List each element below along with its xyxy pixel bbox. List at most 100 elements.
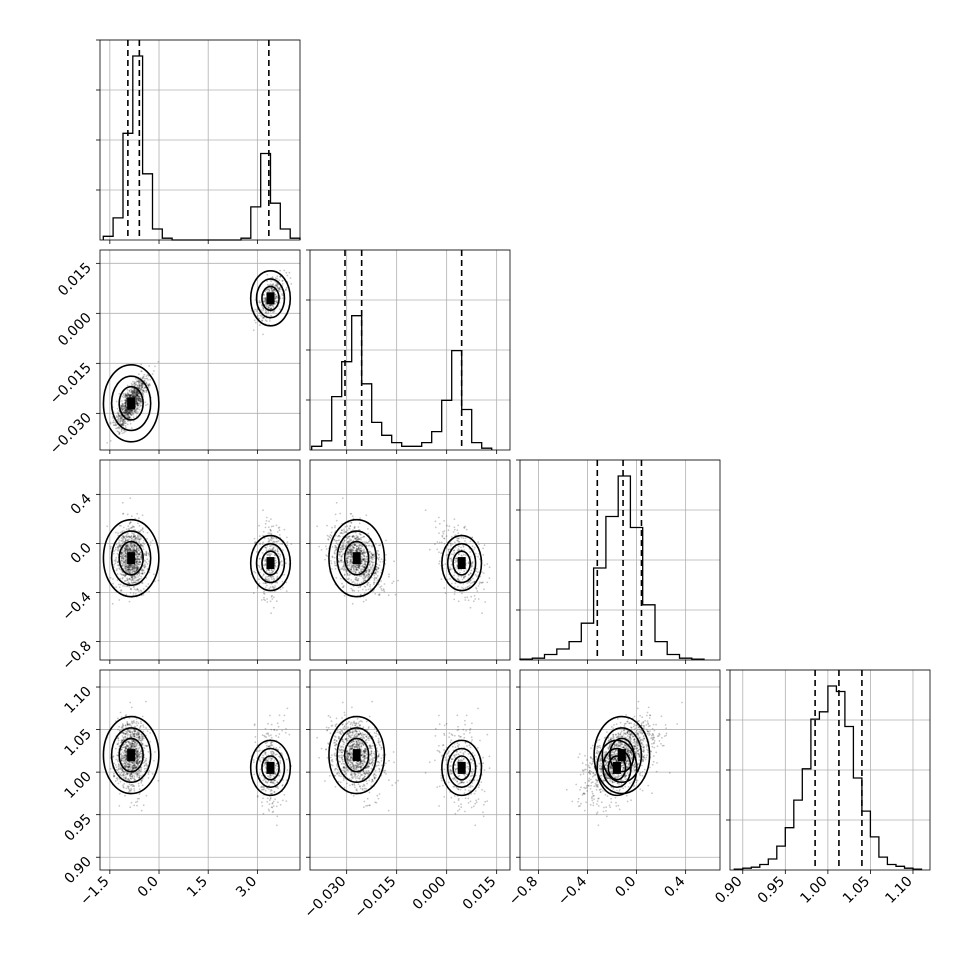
sample-point xyxy=(137,395,140,398)
sample-point xyxy=(121,422,124,425)
sample-point xyxy=(445,535,448,537)
sample-point xyxy=(135,593,137,595)
sample-point xyxy=(460,546,462,549)
sample-point xyxy=(271,304,274,307)
sample-point xyxy=(266,273,269,276)
sample-point xyxy=(133,382,136,385)
sample-point xyxy=(125,409,127,411)
sample-point xyxy=(138,768,141,771)
sample-point xyxy=(272,289,274,292)
sample-point xyxy=(131,409,133,412)
histogram-param-3 xyxy=(519,475,705,660)
sample-point xyxy=(378,593,381,595)
sample-point xyxy=(472,600,475,603)
sample-point xyxy=(122,405,125,408)
sample-point xyxy=(367,576,369,579)
sample-point xyxy=(264,526,267,529)
scatter-param-1-vs-param-2 xyxy=(102,269,293,444)
sample-point xyxy=(450,558,453,561)
sample-point xyxy=(137,393,140,395)
sample-point xyxy=(365,599,367,601)
sample-point xyxy=(128,412,131,415)
sample-point xyxy=(134,535,137,538)
sample-point xyxy=(143,765,146,767)
tick-label-x: 1.00 xyxy=(797,874,830,907)
sample-point xyxy=(139,405,142,407)
sample-point xyxy=(131,408,134,411)
sample-point xyxy=(119,545,122,548)
sample-point xyxy=(136,579,138,582)
sample-point xyxy=(130,546,133,548)
sample-point xyxy=(120,726,123,729)
sample-point xyxy=(122,564,125,567)
sample-point xyxy=(130,773,132,775)
sample-point xyxy=(139,529,142,531)
sample-point xyxy=(357,566,360,568)
sample-point xyxy=(123,547,126,550)
sample-point xyxy=(124,555,126,558)
sample-point xyxy=(122,540,125,543)
sample-point xyxy=(458,568,460,571)
sample-point xyxy=(141,391,144,393)
sample-point xyxy=(135,400,138,403)
sample-point xyxy=(132,548,135,551)
sample-point xyxy=(123,553,126,556)
sample-point xyxy=(333,556,336,559)
sample-point xyxy=(262,316,264,319)
sample-point xyxy=(364,579,367,582)
sample-point xyxy=(256,308,259,311)
sample-point xyxy=(263,598,265,601)
sample-point xyxy=(334,513,337,516)
sample-point xyxy=(129,578,132,581)
sample-point xyxy=(363,566,366,568)
sample-point xyxy=(357,569,359,572)
sample-point xyxy=(271,276,274,278)
sample-point xyxy=(135,397,138,399)
sample-point xyxy=(116,561,119,563)
sample-point xyxy=(258,300,261,302)
sample-point xyxy=(124,399,127,402)
sample-point xyxy=(147,583,150,585)
sample-point xyxy=(147,777,150,779)
sample-point xyxy=(284,289,287,291)
sample-point xyxy=(140,555,143,558)
sample-point xyxy=(115,569,118,572)
sample-point xyxy=(145,382,148,385)
sample-point xyxy=(132,393,134,395)
sample-point xyxy=(477,555,479,558)
sample-point xyxy=(263,762,266,765)
sample-point xyxy=(259,542,262,545)
sample-point xyxy=(137,392,140,394)
sample-point xyxy=(471,536,473,539)
sample-point xyxy=(109,576,112,579)
sample-point xyxy=(462,575,465,578)
sample-point xyxy=(128,746,131,749)
sample-point xyxy=(135,400,138,403)
contour-level xyxy=(249,534,292,592)
sample-point xyxy=(351,544,353,547)
sample-point xyxy=(131,579,134,582)
sample-point xyxy=(369,551,372,553)
sample-point xyxy=(258,543,261,546)
sample-point xyxy=(130,783,133,786)
sample-point xyxy=(136,556,139,558)
sample-point xyxy=(142,530,145,533)
sample-point xyxy=(273,790,276,793)
sample-point xyxy=(342,568,345,571)
sample-point xyxy=(136,402,139,405)
sample-point xyxy=(286,544,289,547)
sample-point xyxy=(350,554,353,556)
sample-point xyxy=(269,307,272,310)
sample-point xyxy=(477,571,479,573)
sample-point xyxy=(122,526,125,529)
sample-point xyxy=(142,377,144,379)
sample-point xyxy=(130,545,132,547)
sample-point xyxy=(451,543,454,545)
sample-point xyxy=(135,549,138,552)
sample-point xyxy=(138,386,141,389)
sample-point xyxy=(356,578,359,581)
sample-point xyxy=(131,582,134,585)
sample-point xyxy=(144,759,147,762)
sample-point xyxy=(373,581,376,584)
sample-point xyxy=(129,564,132,566)
